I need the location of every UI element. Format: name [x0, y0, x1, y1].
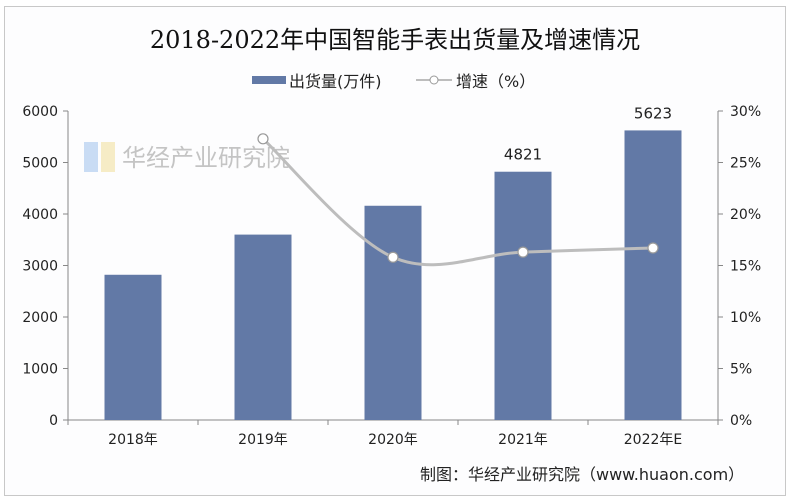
bar [104, 274, 162, 420]
left-tick-label: 3000 [22, 259, 58, 275]
watermark: 华经产业研究院 [84, 142, 290, 172]
growth-line [261, 137, 654, 267]
left-tick-label: 1000 [22, 362, 58, 378]
bar [364, 205, 422, 420]
watermark-logo-blue [84, 142, 98, 172]
legend-line-label: 增速（%） [456, 72, 535, 91]
growth-point [387, 251, 399, 263]
legend: 出货量(万件) 增速（%） [252, 72, 535, 91]
source-note: 制图：华经产业研究院（www.huaon.com） [420, 465, 744, 484]
right-tick-label: 20% [730, 207, 761, 223]
left-tick-label: 2000 [22, 310, 58, 326]
bar-data-label: 4821 [504, 146, 542, 164]
bar-data-label: 5623 [634, 104, 672, 122]
left-tick-label: 0 [49, 413, 58, 429]
bar [624, 130, 682, 420]
x-tick-label: 2022年E [624, 432, 682, 448]
right-tick-label: 25% [730, 156, 761, 172]
bar [494, 171, 552, 420]
right-tick-label: 10% [730, 310, 761, 326]
watermark-logo-yellow [101, 142, 115, 172]
x-tick-label: 2018年 [108, 432, 158, 448]
right-tick-label: 0% [730, 413, 752, 429]
left-tick-label: 5000 [22, 156, 58, 172]
bar [234, 234, 292, 420]
chart-title: 2018-2022年中国智能手表出货量及增速情况 [150, 26, 640, 54]
x-tick-label: 2021年 [498, 432, 548, 448]
right-tick-label: 15% [730, 259, 761, 275]
watermark-text: 华经产业研究院 [122, 144, 290, 172]
left-tick-label: 6000 [22, 104, 58, 120]
right-tick-label: 5% [730, 362, 752, 378]
legend-bar-label: 出货量(万件) [289, 72, 382, 91]
growth-point [647, 242, 659, 254]
growth-point [517, 246, 529, 258]
x-tick-label: 2020年 [368, 432, 418, 448]
left-tick-label: 4000 [22, 207, 58, 223]
growth-point [257, 133, 269, 145]
x-tick-label: 2019年 [238, 432, 288, 448]
legend-line-marker [429, 75, 439, 85]
right-tick-label: 30% [730, 104, 761, 120]
legend-bar-swatch [252, 76, 286, 84]
